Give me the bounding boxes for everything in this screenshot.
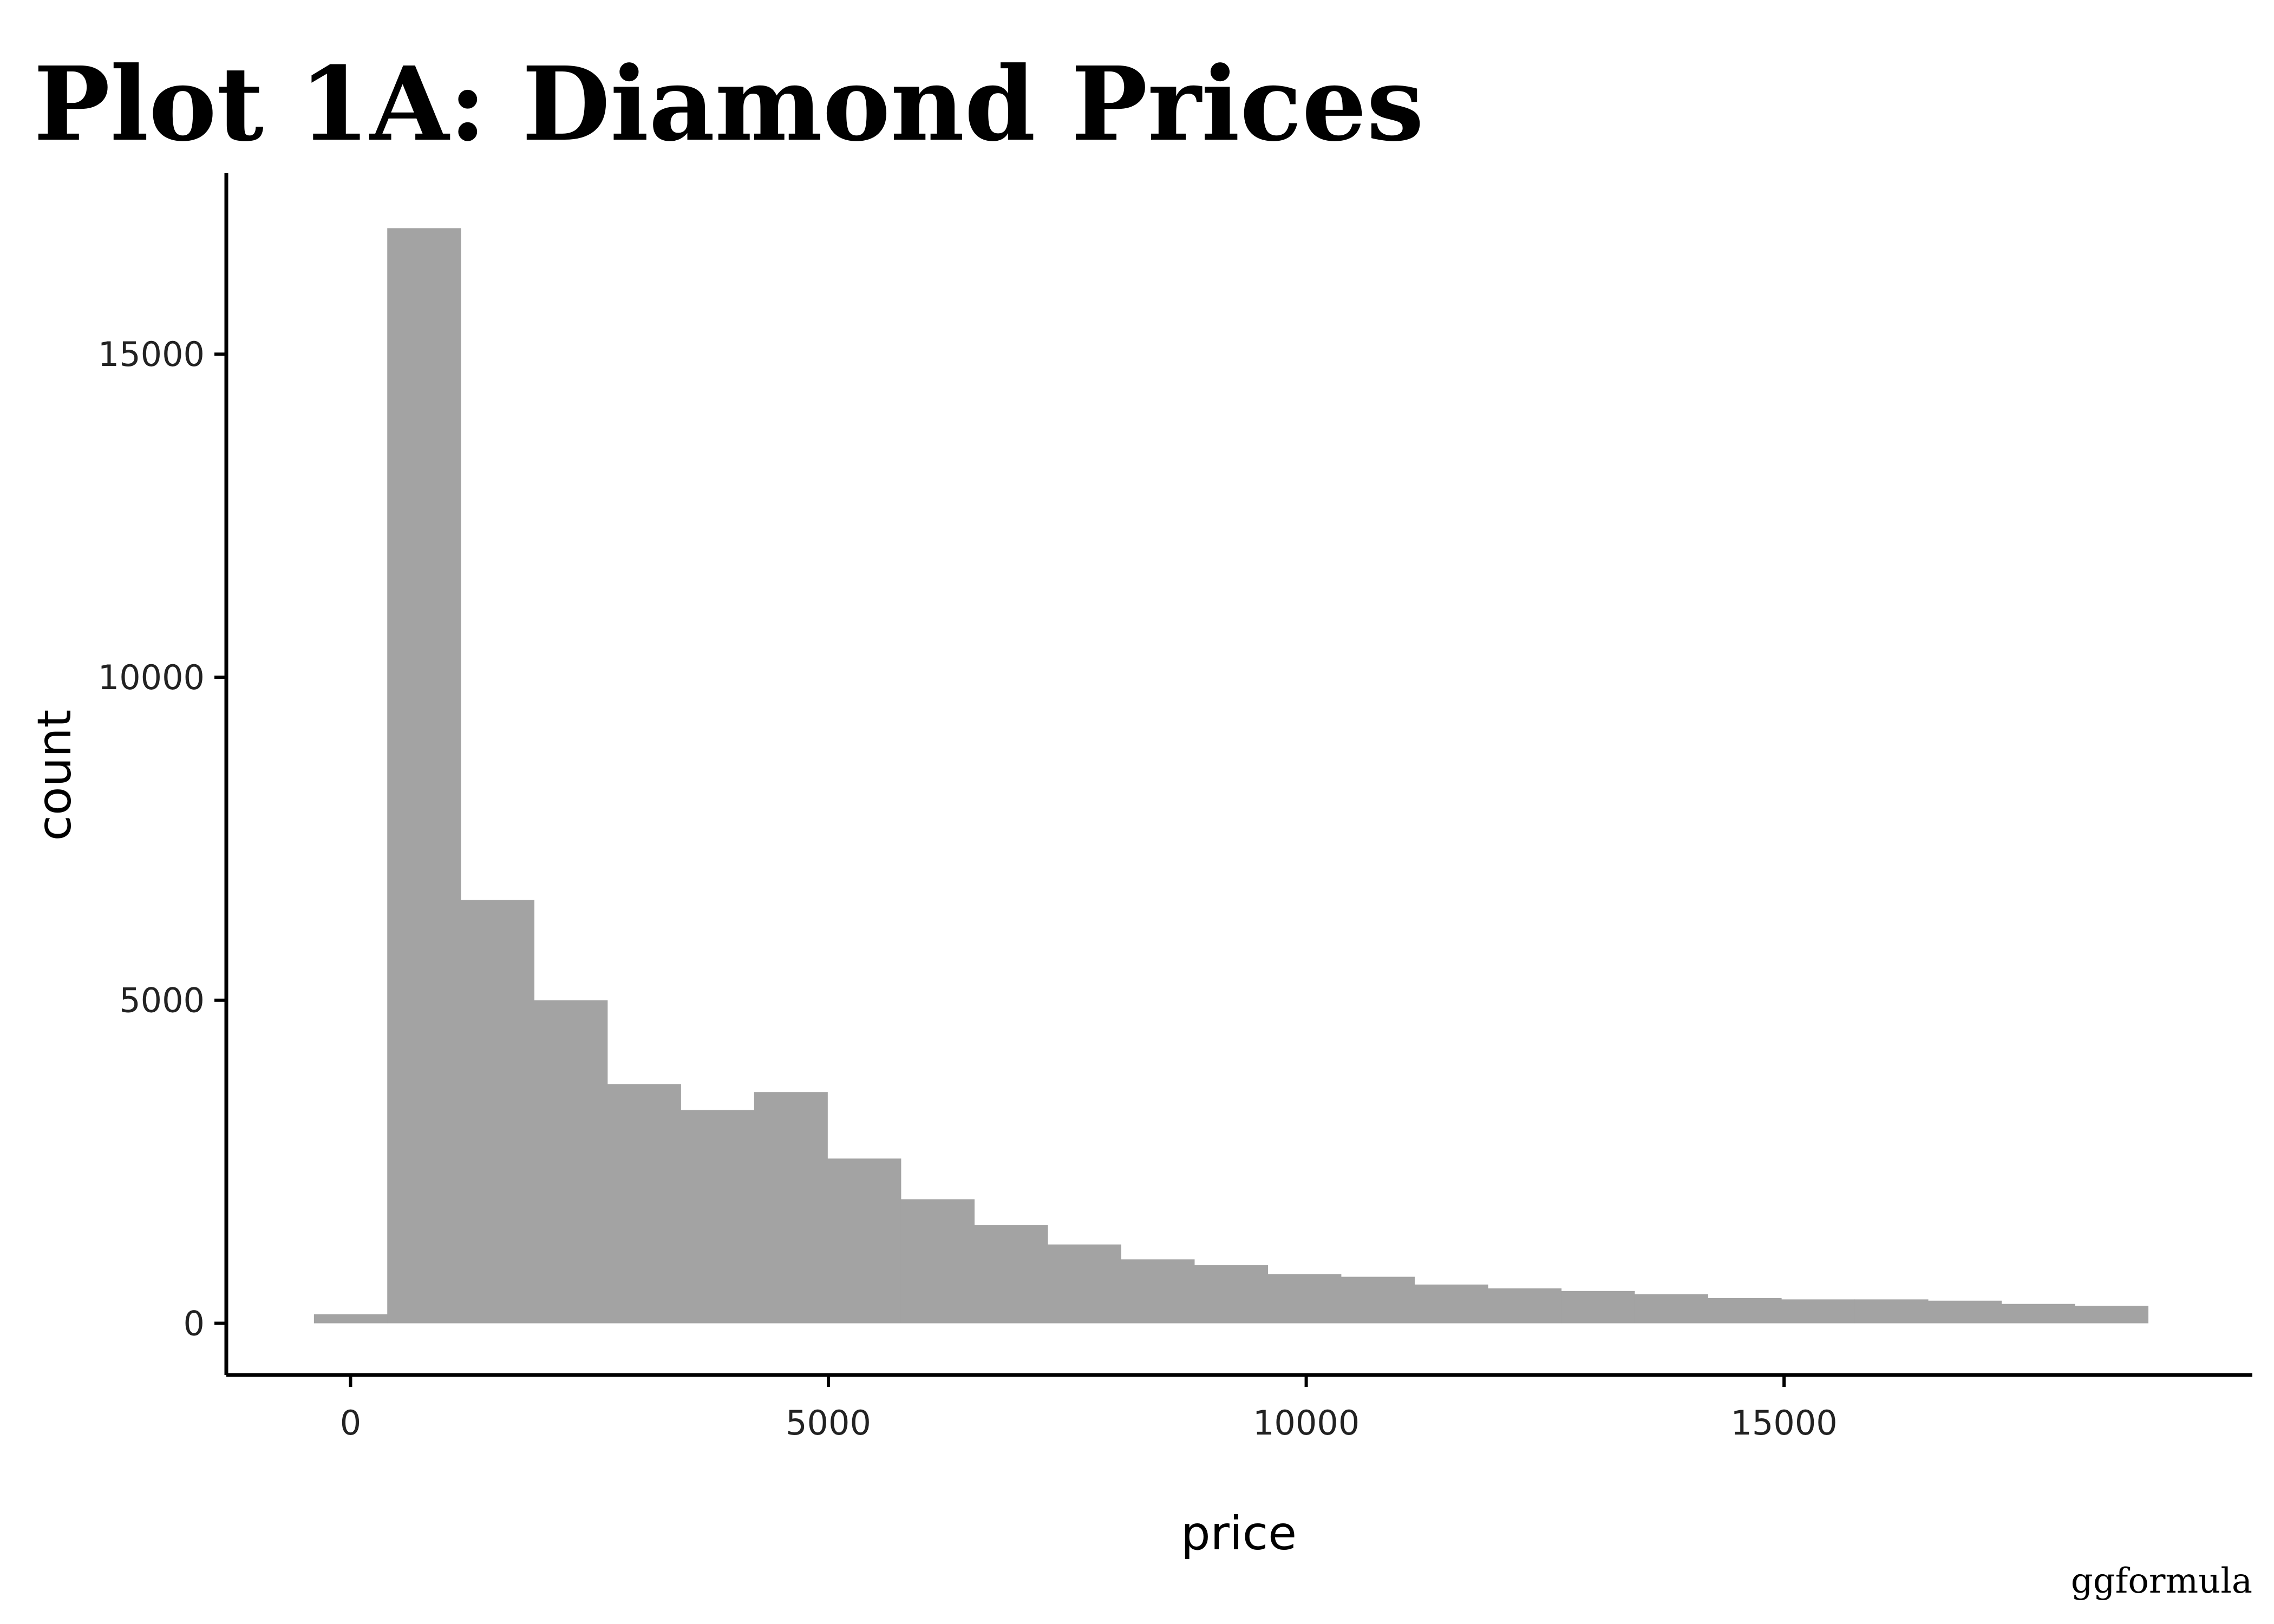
histogram-bar-6	[681, 1110, 755, 1324]
y-tick-label: 15000	[98, 335, 205, 374]
histogram-bar-22	[1854, 1299, 1929, 1324]
y-axis-ticks: 0 5000 10000 15000	[98, 335, 226, 1344]
histogram-bar-23	[1927, 1300, 2002, 1324]
histogram-bar-1	[313, 1314, 388, 1324]
chart-caption: ggformula	[2071, 1561, 2252, 1601]
histogram-bar-5	[607, 1084, 681, 1324]
histogram-bar-18	[1561, 1291, 1635, 1324]
histogram-bar-19	[1634, 1294, 1709, 1324]
histogram-bar-15	[1341, 1276, 1415, 1324]
histogram-bar-2	[387, 228, 461, 1324]
x-tick-label: 5000	[786, 1403, 871, 1443]
histogram-bar-17	[1487, 1288, 1562, 1324]
x-tick-label: 15000	[1730, 1403, 1837, 1443]
histogram-bar-14	[1267, 1274, 1342, 1324]
y-tick-label: 0	[184, 1304, 205, 1344]
y-tick-label: 10000	[98, 658, 205, 697]
histogram-bar-21	[1781, 1299, 1855, 1324]
chart-title: Plot 1A: Diamond Prices	[34, 44, 1424, 164]
y-axis-title: count	[28, 710, 82, 841]
histogram-bar-7	[754, 1092, 828, 1324]
histogram-bar-25	[2075, 1306, 2149, 1324]
histogram-bar-3	[460, 900, 534, 1324]
x-axis-ticks: 0 5000 10000 15000	[340, 1375, 1838, 1443]
x-tick-label: 0	[340, 1403, 361, 1443]
histogram-bar-13	[1194, 1265, 1269, 1324]
histogram-bar-12	[1121, 1259, 1195, 1324]
histogram-bar-16	[1414, 1284, 1488, 1324]
x-axis-title: price	[1181, 1507, 1297, 1561]
histogram-bar-10	[974, 1225, 1048, 1324]
histogram-bar-11	[1047, 1244, 1121, 1324]
x-tick-label: 10000	[1253, 1403, 1360, 1443]
histogram-bars	[313, 228, 2149, 1324]
y-tick-label: 5000	[119, 981, 205, 1020]
histogram-bar-4	[534, 1000, 608, 1324]
histogram-bar-20	[1708, 1298, 1782, 1324]
histogram-bar-24	[2001, 1304, 2075, 1324]
histogram-bar-9	[900, 1199, 975, 1324]
histogram-bar-8	[827, 1158, 901, 1324]
